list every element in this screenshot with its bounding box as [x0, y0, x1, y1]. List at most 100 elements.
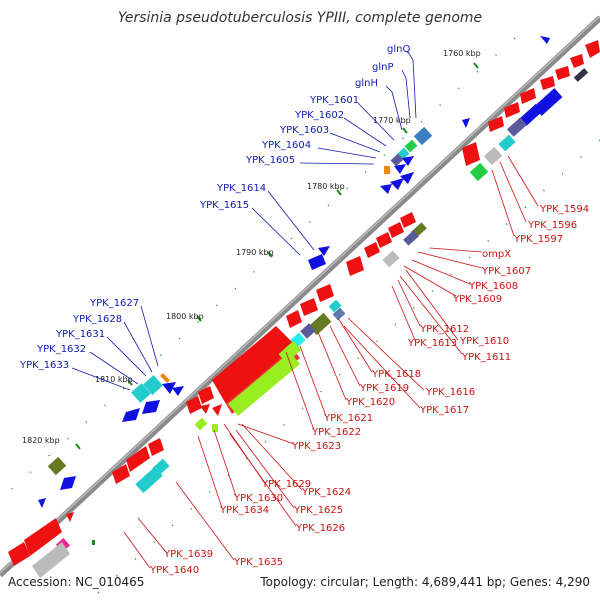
gene-label-YPK_1631: YPK_1631 — [55, 329, 105, 340]
forward-gene-block — [384, 166, 390, 174]
gene-label-YPK_1602: YPK_1602 — [294, 110, 344, 121]
gene-label-YPK_1618: YPK_1618 — [371, 369, 421, 380]
gene-label-glnQ: glnQ — [387, 44, 410, 55]
reverse-gene-block — [573, 68, 589, 82]
reverse-gene-arrow — [126, 446, 150, 472]
forward-gene-block — [413, 126, 433, 146]
gene-label-YPK_1609: YPK_1609 — [452, 294, 502, 305]
map-title: Yersinia pseudotuberculosis YPIII, compl… — [118, 10, 482, 26]
reverse-gene-arrow — [520, 88, 536, 104]
reverse-gene-arrow — [376, 232, 392, 248]
reverse-gene-arrow — [400, 212, 416, 228]
reverse-gene-block — [498, 134, 516, 152]
forward-gene-block — [390, 153, 404, 167]
forward-gene-arrow — [60, 476, 76, 490]
reverse-gene-arrow — [462, 142, 480, 166]
gene-label-YPK_1617: YPK_1617 — [419, 405, 469, 416]
reverse-gene-block — [278, 340, 302, 364]
forward-gene-arrow — [142, 400, 160, 414]
gene-label-YPK_1623: YPK_1623 — [291, 441, 341, 452]
reverse-gene-block — [328, 299, 342, 313]
reverse-gene-block — [483, 146, 503, 166]
reverse-gene-arrow — [388, 222, 404, 238]
reverse-gene-arrow — [316, 284, 334, 302]
outer-tick-dots — [4, 37, 516, 496]
reverse-gene-arrow — [8, 542, 30, 566]
forward-gene-arrow — [402, 156, 414, 166]
scale-label-1800: 1800 kbp — [166, 312, 204, 321]
reverse-gene-block — [382, 250, 400, 268]
gene-label-YPK_1601: YPK_1601 — [309, 95, 359, 106]
forward-gene-arrow — [38, 498, 46, 508]
reverse-gene-block — [300, 323, 316, 339]
gene-label-YPK_1629: YPK_1629 — [261, 479, 311, 490]
reverse-gene-block — [194, 417, 208, 431]
gene-label-YPK_1603: YPK_1603 — [279, 125, 329, 136]
forward-gene-block — [404, 139, 418, 153]
inner-label-lines — [123, 155, 539, 569]
scale-label-1780: 1780 kbp — [307, 182, 345, 191]
reverse-gene-long — [32, 542, 70, 578]
gene-label-ompX: ompX — [482, 249, 511, 260]
outer-label-lines — [71, 51, 417, 391]
gene-label-YPK_1628: YPK_1628 — [72, 314, 122, 325]
gene-label-YPK_1615: YPK_1615 — [199, 200, 249, 211]
gene-label-YPK_1634: YPK_1634 — [219, 505, 269, 516]
reverse-gene-arrow — [186, 396, 202, 414]
gene-label-YPK_1632: YPK_1632 — [36, 344, 86, 355]
genome-backbone — [0, 15, 600, 578]
kbp-ticks — [75, 62, 479, 450]
scale-label-1770: 1770 kbp — [373, 116, 411, 125]
forward-gene-block — [143, 375, 163, 395]
gene-label-YPK_1635: YPK_1635 — [233, 557, 283, 568]
forward-gene-arrow — [172, 386, 184, 396]
scale-label-1820: 1820 kbp — [22, 436, 60, 445]
accession-text: Accession: NC_010465 — [8, 575, 144, 589]
tick-mark — [92, 540, 95, 545]
reverse-gene-arrow — [200, 404, 210, 414]
genome-backbone-highlight — [0, 15, 600, 574]
gene-label-YPK_1630: YPK_1630 — [233, 493, 283, 504]
gene-label-glnP: glnP — [372, 62, 394, 73]
reverse-gene-arrow — [148, 438, 164, 456]
reverse-gene-arrow — [364, 242, 380, 258]
gene-label-YPK_1619: YPK_1619 — [359, 383, 409, 394]
forward-gene-block — [131, 383, 151, 403]
reverse-gene-block — [332, 307, 346, 321]
gene-label-YPK_1607: YPK_1607 — [481, 266, 531, 277]
gene-label-YPK_1611: YPK_1611 — [461, 352, 511, 363]
gene-label-YPK_1605: YPK_1605 — [245, 155, 295, 166]
gene-label-YPK_1624: YPK_1624 — [301, 487, 351, 498]
reverse-gene-block — [533, 88, 563, 116]
reverse-gene-arrow — [570, 54, 584, 68]
gene-label-YPK_1613: YPK_1613 — [407, 338, 457, 349]
reverse-gene-block — [469, 162, 489, 182]
reverse-gene-block — [519, 103, 543, 127]
reverse-gene-arrow — [212, 404, 222, 416]
gene-label-YPK_1625: YPK_1625 — [293, 505, 343, 516]
outer-labels: glnQ glnP glnH YPK_1601 YPK_1602 YPK_160… — [19, 44, 410, 371]
forward-features — [38, 36, 550, 508]
reverse-gene-arrow — [540, 76, 555, 90]
reverse-gene-arrow — [585, 40, 600, 58]
forward-gene-arrow — [318, 246, 330, 256]
forward-gene-block — [47, 456, 67, 476]
genome-summary-text: Topology: circular; Length: 4,689,441 bp… — [259, 575, 590, 589]
scale-label-1810: 1810 kbp — [95, 375, 133, 384]
reverse-gene-block — [403, 230, 419, 246]
gene-label-YPK_1594: YPK_1594 — [539, 204, 589, 215]
reverse-gene-arrow — [112, 464, 130, 484]
forward-gene-arrow — [122, 408, 140, 422]
gene-label-YPK_1597: YPK_1597 — [513, 234, 563, 245]
reverse-gene-arrow — [555, 66, 570, 80]
reverse-gene-arrow — [346, 256, 364, 276]
scale-label-1790: 1790 kbp — [236, 248, 274, 257]
gene-label-YPK_1622: YPK_1622 — [311, 427, 361, 438]
inner-labels: YPK_1594 YPK_1596 YPK_1597 ompX YPK_1607… — [149, 204, 589, 576]
reverse-gene-long — [24, 518, 62, 556]
forward-gene-arrow — [380, 184, 392, 194]
gene-label-YPK_1612: YPK_1612 — [419, 324, 469, 335]
scale-label-1760: 1760 kbp — [443, 49, 481, 58]
gene-label-YPK_1596: YPK_1596 — [527, 220, 577, 231]
gene-label-YPK_1620: YPK_1620 — [345, 397, 395, 408]
